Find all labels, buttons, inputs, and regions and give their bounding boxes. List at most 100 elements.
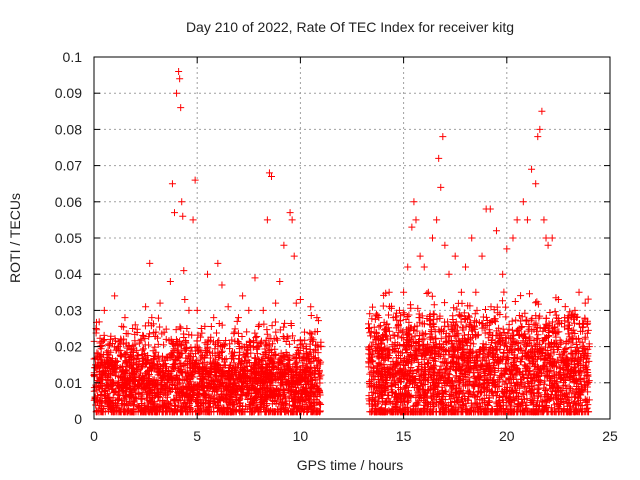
data-point-dense	[368, 376, 376, 384]
data-point	[179, 212, 187, 220]
data-point-dense	[292, 365, 300, 373]
data-point-dense	[411, 332, 419, 340]
data-point-dense	[250, 386, 258, 394]
data-point-dense	[554, 384, 562, 392]
data-point-dense	[476, 373, 484, 381]
data-point	[532, 180, 540, 188]
data-point-dense	[177, 385, 185, 393]
data-point-dense	[198, 378, 206, 386]
data-point-dense	[517, 324, 525, 332]
data-point-dense	[377, 388, 385, 396]
data-point-dense	[252, 361, 260, 369]
data-point-dense	[179, 389, 187, 397]
data-point-dense	[291, 360, 299, 368]
data-point-dense	[447, 336, 455, 344]
data-point-dense	[104, 376, 112, 384]
data-point-dense	[284, 365, 292, 373]
data-point-dense	[500, 349, 508, 357]
data-point-dense	[254, 408, 262, 416]
data-point	[534, 133, 542, 141]
data-point-dense	[307, 330, 315, 338]
data-point-dense	[368, 315, 376, 323]
data-point-dense	[104, 393, 112, 401]
data-point-dense	[117, 340, 125, 348]
data-point-dense	[193, 337, 201, 345]
data-point-dense	[303, 402, 311, 410]
data-point-dense	[527, 341, 535, 349]
data-point-dense	[403, 326, 411, 334]
data-point-dense	[289, 402, 297, 410]
data-point-dense	[207, 333, 215, 341]
data-point-dense	[138, 346, 146, 354]
data-point-dense	[253, 350, 261, 358]
data-point-dense	[397, 385, 405, 393]
data-point-dense	[196, 401, 204, 409]
data-point-dense	[287, 382, 295, 390]
data-point-dense	[553, 345, 561, 353]
data-point-dense	[285, 381, 293, 389]
data-point-dense	[400, 365, 408, 373]
data-point-dense	[276, 358, 284, 366]
data-point-dense	[277, 349, 285, 357]
data-point-dense	[122, 397, 130, 405]
data-point-dense	[464, 387, 472, 395]
data-point-dense	[142, 353, 150, 361]
data-point-dense	[294, 399, 302, 407]
data-point-dense	[529, 386, 537, 394]
data-point-dense	[126, 384, 134, 392]
data-point-dense	[198, 329, 206, 337]
data-point-dense	[207, 365, 215, 373]
data-point-dense	[315, 366, 323, 374]
data-point-dense	[547, 404, 555, 412]
data-point-dense	[506, 365, 514, 373]
data-point-dense	[197, 333, 205, 341]
data-point-dense	[233, 387, 241, 395]
data-point-dense	[497, 355, 505, 363]
data-point-dense	[154, 361, 162, 369]
data-point	[528, 165, 536, 173]
data-point-dense	[493, 356, 501, 364]
data-point-dense	[365, 320, 373, 328]
data-point-dense	[399, 309, 407, 317]
data-point-dense	[429, 339, 437, 347]
data-point	[575, 288, 583, 296]
data-point-dense	[512, 316, 520, 324]
data-point-dense	[194, 344, 202, 352]
data-point-dense	[467, 347, 475, 355]
data-point-dense	[229, 380, 237, 388]
data-point-dense	[444, 318, 452, 326]
data-point	[433, 216, 441, 224]
data-point-dense	[253, 332, 261, 340]
data-point-dense	[145, 333, 153, 341]
data-point-dense	[514, 326, 522, 334]
data-point-dense	[499, 378, 507, 386]
data-point-dense	[393, 309, 401, 317]
data-point-dense	[256, 381, 264, 389]
data-point-dense	[143, 396, 151, 404]
data-point-dense	[129, 325, 137, 333]
data-point-dense	[161, 403, 169, 411]
data-point-dense	[213, 391, 221, 399]
data-point-dense	[367, 328, 375, 336]
data-point-dense	[120, 408, 128, 416]
data-point-dense	[158, 352, 166, 360]
data-point-dense	[243, 328, 251, 336]
data-point	[292, 299, 300, 307]
data-point	[265, 169, 273, 177]
data-point-dense	[496, 393, 504, 401]
data-point-dense	[263, 330, 271, 338]
data-point-dense	[429, 381, 437, 389]
data-point-dense	[583, 329, 591, 337]
data-point-dense	[130, 393, 138, 401]
data-point-dense	[224, 381, 232, 389]
data-point-dense	[471, 310, 479, 318]
data-point-dense	[399, 334, 407, 342]
data-point-dense	[217, 348, 225, 356]
data-point-dense	[426, 354, 434, 362]
data-point-dense	[413, 398, 421, 406]
data-point	[268, 172, 276, 180]
data-point-dense	[125, 377, 133, 385]
data-point-dense	[120, 335, 128, 343]
data-point-dense	[399, 328, 407, 336]
